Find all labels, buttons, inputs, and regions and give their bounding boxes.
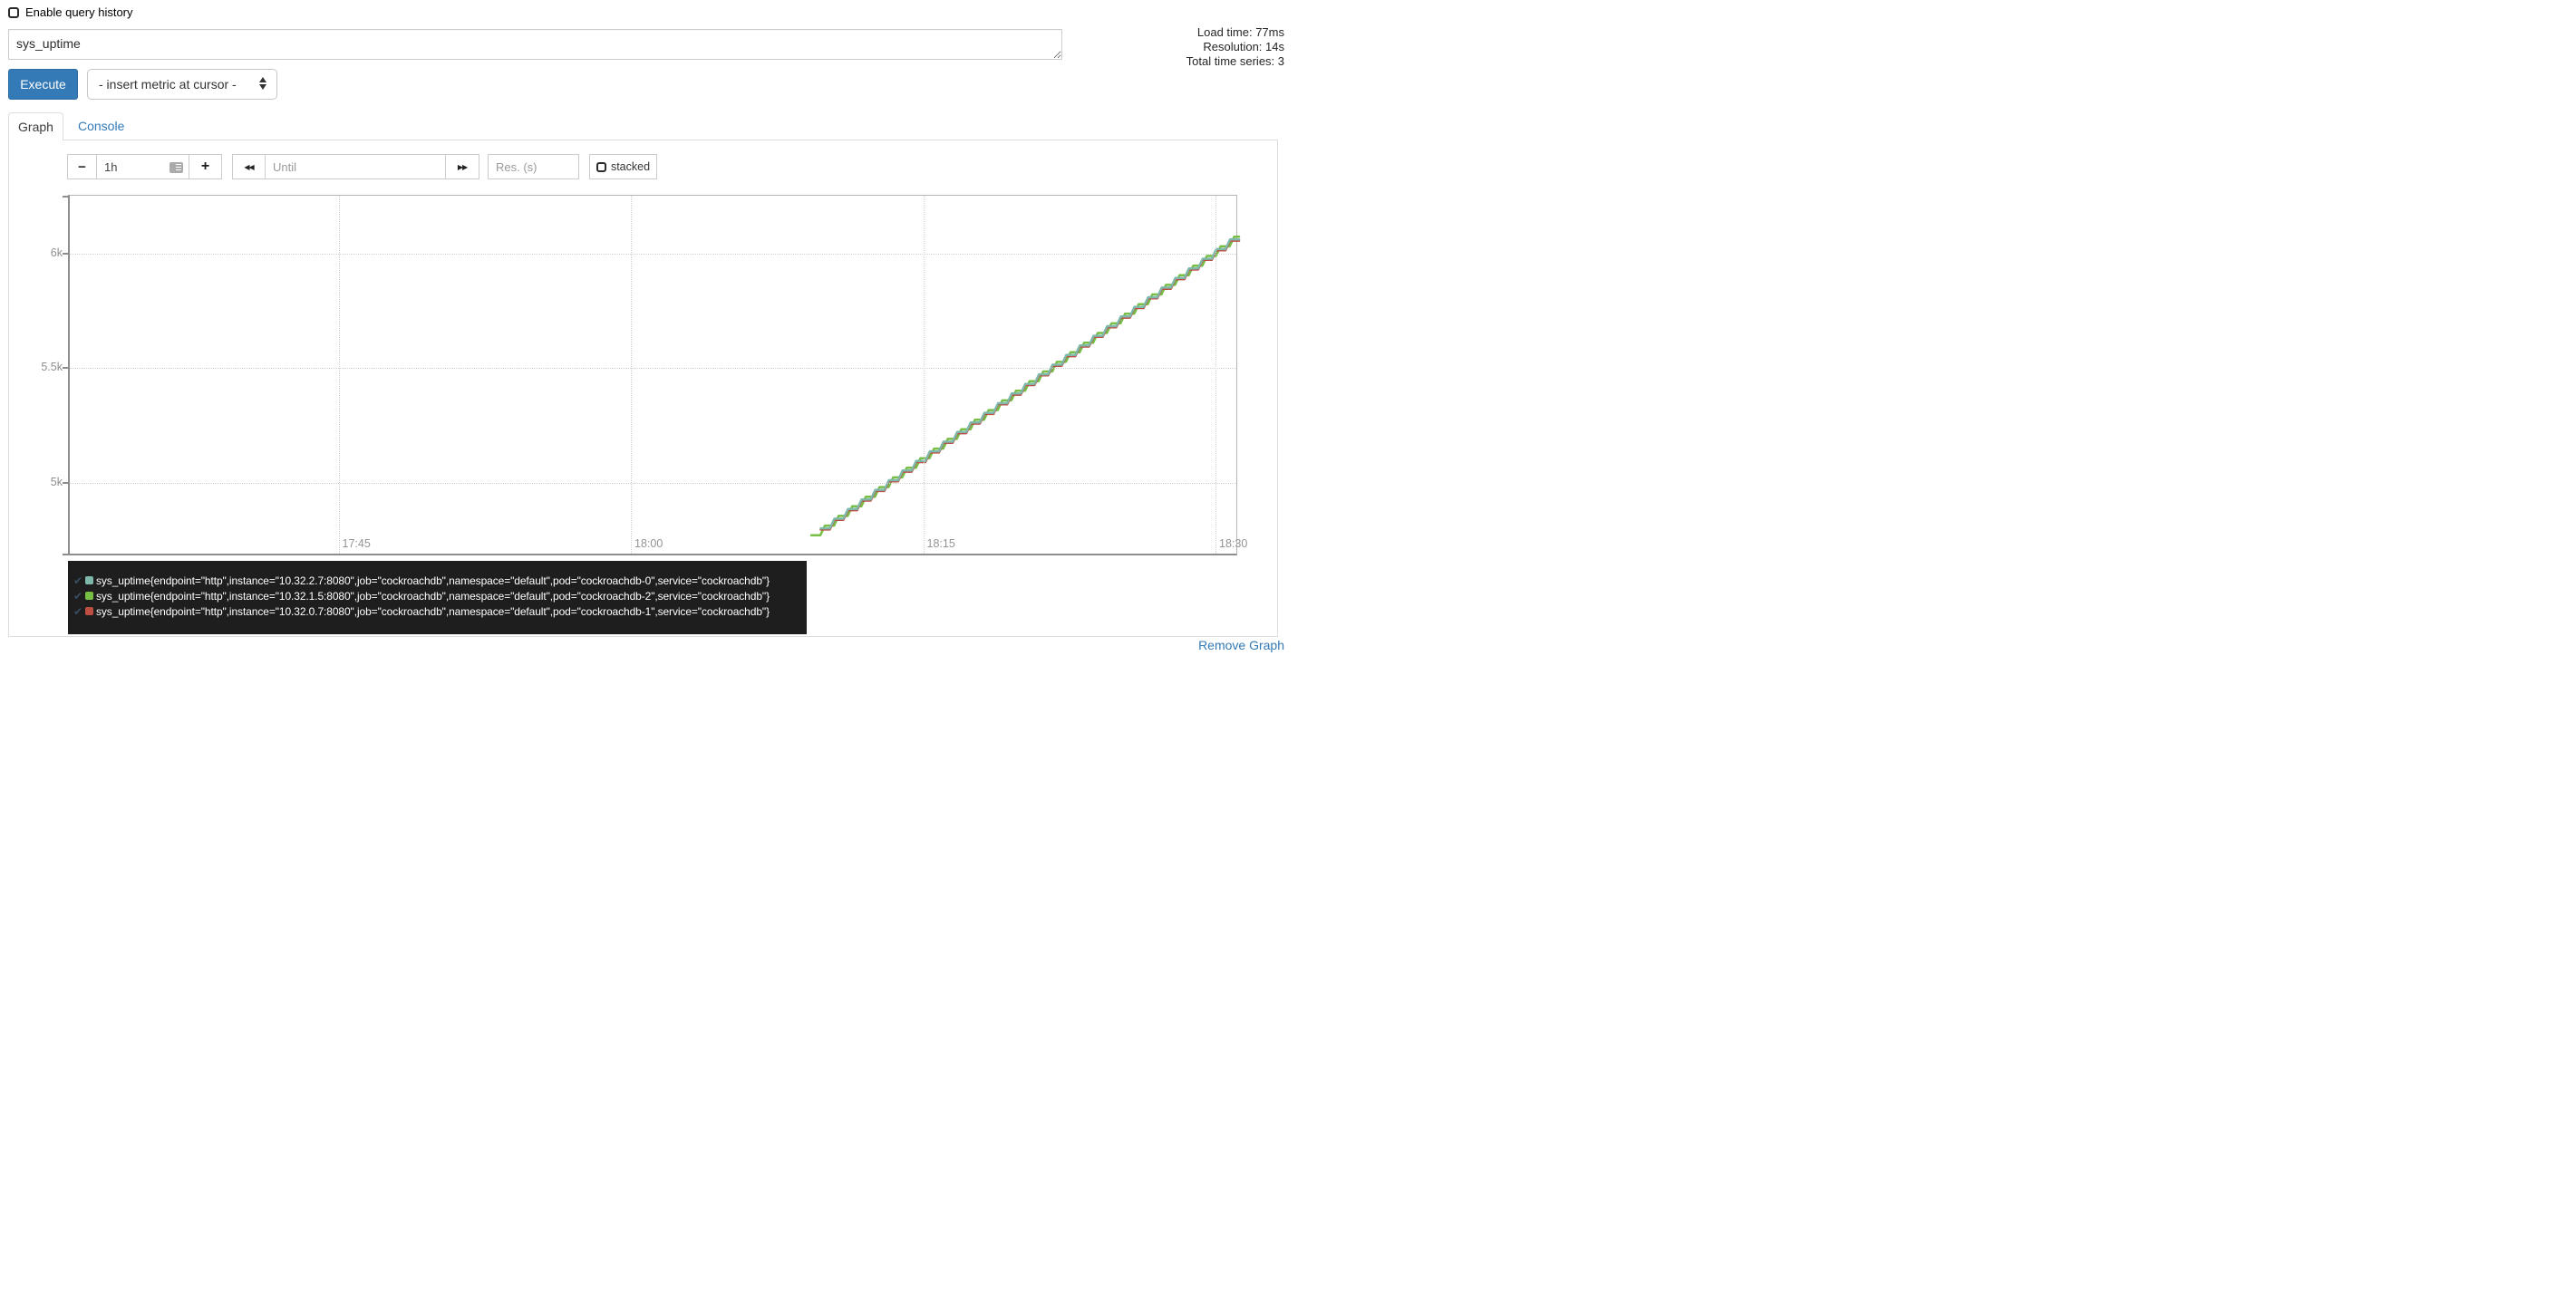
x-gridline [631,196,632,554]
query-stats: Load time: 77ms Resolution: 14s Total ti… [1186,25,1284,69]
x-tick-label: 18:00 [634,537,663,550]
query-history-toggle[interactable]: Enable query history [8,5,133,19]
insert-metric-select[interactable]: - insert metric at cursor - [87,69,277,100]
fast-forward-icon: ▶▶ [457,162,468,171]
load-time: Load time: 77ms [1196,25,1284,39]
x-tick-label: 17:45 [342,537,371,550]
range-increase-button[interactable]: + [189,154,222,179]
y-axis-tick [63,481,68,484]
graph-plot-area[interactable]: 17:45 18:00 18:15 18:30 6k 5.5k 5k [41,195,1247,555]
step-forward-button[interactable]: ▶▶ [446,154,479,179]
y-tick-label: 5.5k [41,361,63,373]
prometheus-expression-browser: Enable query history sys_uptime Load tim… [0,0,1288,656]
legend-color-swatch [85,576,93,584]
legend-color-swatch [85,592,93,600]
remove-graph-link[interactable]: Remove Graph [1198,638,1284,652]
until-input[interactable] [266,155,445,178]
date-picker-icon[interactable] [169,162,183,173]
legend-row[interactable]: ✔ sys_uptime{endpoint="http",instance="10… [73,588,807,603]
query-history-checkbox[interactable] [8,6,19,18]
legend-series-label: sys_uptime{endpoint="http",instance="10.… [96,574,770,587]
legend-check-icon: ✔ [73,604,83,618]
total-time-series: Total time series: 3 [1186,54,1284,68]
y-axis-tick [63,196,68,198]
legend-series-label: sys_uptime{endpoint="http",instance="10.… [96,589,770,603]
insert-metric-value: - insert metric at cursor - [99,77,237,92]
range-decrease-button[interactable]: − [67,154,97,179]
x-gridline [1215,196,1216,554]
x-tick-label: 18:15 [926,537,955,550]
y-gridline [70,482,1236,484]
y-gridline [70,368,1236,369]
minus-icon: − [78,159,86,175]
select-arrows-icon [259,77,266,90]
legend-series-label: sys_uptime{endpoint="http",instance="10.… [96,604,770,618]
resolution-input-wrap [488,154,579,179]
legend-check-icon: ✔ [73,574,83,587]
y-gridline [70,253,1236,255]
range-input-wrap [97,154,189,179]
series-lines-canvas [809,236,1241,536]
resolution-input[interactable] [489,155,578,178]
expression-input[interactable]: sys_uptime [8,29,1062,60]
tab-console[interactable]: Console [78,119,125,133]
step-back-button[interactable]: ◀◀ [232,154,266,179]
graph-legend: ✔ sys_uptime{endpoint="http",instance="10… [68,561,807,634]
resolution: Resolution: 14s [1203,40,1284,53]
legend-color-swatch [85,607,93,615]
legend-check-icon: ✔ [73,589,83,603]
tab-graph[interactable]: Graph [8,112,63,140]
y-axis-tick [63,554,68,555]
legend-row[interactable]: ✔ sys_uptime{endpoint="http",instance="10… [73,573,807,588]
plus-icon: + [200,159,210,174]
stacked-label: stacked [610,160,651,173]
stacked-checkbox[interactable] [596,161,606,172]
rewind-icon: ◀◀ [244,162,254,171]
y-axis-tick [63,252,68,255]
y-axis-tick [63,367,68,369]
x-tick-label: 18:30 [1219,537,1248,550]
series-line [819,238,1241,530]
legend-row[interactable]: ✔ sys_uptime{endpoint="http",instance="10… [73,603,807,619]
y-tick-label: 5k [50,475,63,488]
x-gridline [923,196,925,554]
y-tick-label: 6k [50,246,63,259]
execute-button[interactable]: Execute [8,69,78,100]
until-input-wrap [266,154,446,179]
query-history-label: Enable query history [25,5,133,19]
x-gridline [338,196,340,554]
stacked-toggle[interactable]: stacked [589,154,657,179]
